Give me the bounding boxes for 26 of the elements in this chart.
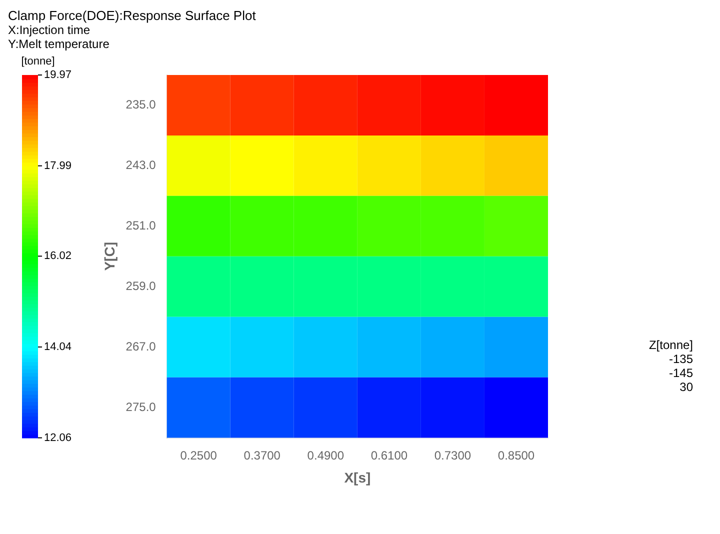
color-bar-label: 14.04 xyxy=(44,341,72,354)
y-tick-label: 259.0 xyxy=(126,278,156,293)
y-tick-label: 243.0 xyxy=(126,158,156,172)
text: -135 xyxy=(668,352,693,366)
text: Z[tonne] xyxy=(648,338,693,352)
text: 30 xyxy=(678,380,693,394)
color-bar-label: 12.06 xyxy=(44,432,72,444)
x-axis-title: X[s] xyxy=(344,469,371,486)
x-tick-label: 0.7300 xyxy=(434,448,472,462)
y-tick-label: 251.0 xyxy=(126,218,156,232)
color-bar-label: 16.02 xyxy=(44,250,72,262)
y-tick-label: 235.0 xyxy=(126,98,156,112)
chart-title: Clamp Force(DOE):Response Surface Plot xyxy=(8,8,257,23)
color-bar-label: 19.97 xyxy=(44,69,72,82)
text: -145 xyxy=(668,366,693,380)
y-tick-label: 267.0 xyxy=(126,339,156,354)
color-bar-label: 17.99 xyxy=(44,160,72,172)
x-tick-label: 0.6100 xyxy=(370,448,408,462)
text: X:Injection time Y:Melt temperature xyxy=(8,23,110,51)
x-tick-label: 0.2500 xyxy=(180,448,218,462)
y-tick-label: 275.0 xyxy=(126,400,156,414)
x-tick-label: 0.8500 xyxy=(498,448,535,462)
x-tick-label: 0.3700 xyxy=(244,448,281,462)
color-bar-title: [tonne] xyxy=(21,56,55,68)
y-axis-title: Y[C] xyxy=(101,242,118,271)
x-tick-label: 0.4900 xyxy=(307,448,344,462)
